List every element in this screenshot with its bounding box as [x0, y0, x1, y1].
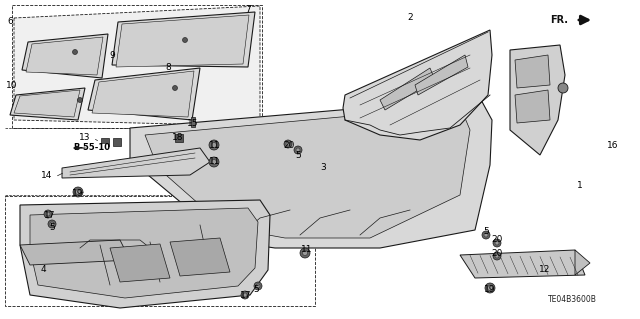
- Text: 5: 5: [483, 226, 489, 235]
- Text: 17: 17: [240, 292, 252, 300]
- Text: 11: 11: [209, 140, 221, 150]
- Circle shape: [484, 233, 488, 237]
- Polygon shape: [14, 90, 80, 117]
- Circle shape: [303, 250, 307, 256]
- Text: 13: 13: [79, 133, 91, 143]
- Polygon shape: [510, 45, 565, 155]
- Circle shape: [482, 231, 490, 239]
- Circle shape: [211, 160, 216, 165]
- Circle shape: [256, 284, 260, 288]
- Circle shape: [73, 187, 83, 197]
- Circle shape: [173, 85, 177, 91]
- Text: 11: 11: [209, 158, 221, 167]
- Polygon shape: [343, 30, 492, 140]
- Circle shape: [72, 49, 77, 55]
- Text: 18: 18: [172, 132, 184, 142]
- Circle shape: [77, 98, 83, 102]
- Circle shape: [300, 248, 310, 258]
- Text: 5: 5: [49, 224, 55, 233]
- Polygon shape: [10, 88, 85, 120]
- Polygon shape: [20, 240, 130, 265]
- Polygon shape: [116, 15, 249, 67]
- Text: 2: 2: [407, 13, 413, 23]
- Text: 4: 4: [40, 265, 46, 275]
- Circle shape: [241, 291, 249, 299]
- Circle shape: [493, 239, 501, 247]
- Bar: [5, 196, 315, 306]
- Circle shape: [488, 286, 493, 291]
- Circle shape: [294, 146, 302, 154]
- Circle shape: [495, 254, 499, 258]
- Circle shape: [254, 282, 262, 290]
- Bar: [175, 134, 183, 142]
- Text: 20: 20: [492, 235, 502, 244]
- Text: 19: 19: [484, 285, 496, 293]
- Circle shape: [211, 143, 216, 147]
- Circle shape: [296, 148, 300, 152]
- Text: B-55-10: B-55-10: [74, 144, 111, 152]
- Polygon shape: [170, 238, 230, 276]
- Polygon shape: [575, 250, 590, 275]
- Circle shape: [182, 38, 188, 42]
- Circle shape: [48, 220, 56, 228]
- Polygon shape: [26, 37, 103, 75]
- Circle shape: [284, 140, 292, 148]
- Text: 20: 20: [492, 249, 502, 257]
- Text: 1: 1: [577, 181, 583, 189]
- Circle shape: [495, 241, 499, 245]
- Polygon shape: [380, 68, 435, 110]
- Circle shape: [209, 157, 219, 167]
- Circle shape: [558, 83, 568, 93]
- Circle shape: [76, 189, 81, 195]
- Bar: [113, 138, 121, 146]
- Text: 5: 5: [295, 151, 301, 160]
- Polygon shape: [415, 55, 468, 95]
- Circle shape: [44, 210, 52, 218]
- Text: 16: 16: [607, 140, 619, 150]
- Circle shape: [493, 252, 501, 260]
- Polygon shape: [62, 148, 210, 178]
- Text: 12: 12: [540, 265, 550, 275]
- Text: 19: 19: [72, 189, 84, 197]
- Circle shape: [46, 212, 50, 216]
- Polygon shape: [112, 12, 255, 67]
- Polygon shape: [130, 98, 492, 248]
- Text: 14: 14: [42, 170, 52, 180]
- Bar: [62, 144, 108, 154]
- Circle shape: [286, 142, 290, 146]
- Polygon shape: [92, 71, 194, 117]
- Polygon shape: [110, 244, 170, 282]
- Text: 15: 15: [188, 118, 199, 128]
- Text: 3: 3: [320, 164, 326, 173]
- Bar: [12, 5, 262, 128]
- Bar: [101, 138, 109, 146]
- Polygon shape: [145, 106, 470, 238]
- Text: 8: 8: [165, 63, 171, 72]
- Circle shape: [209, 140, 219, 150]
- Text: 10: 10: [6, 80, 18, 90]
- Text: 20: 20: [284, 140, 294, 150]
- Text: 11: 11: [301, 244, 313, 254]
- Polygon shape: [88, 68, 200, 120]
- Circle shape: [485, 283, 495, 293]
- Bar: [191, 117, 195, 127]
- Polygon shape: [22, 34, 108, 78]
- Text: 5: 5: [253, 286, 259, 294]
- Polygon shape: [20, 200, 270, 308]
- Circle shape: [50, 222, 54, 226]
- Polygon shape: [515, 90, 550, 123]
- Text: TE04B3600B: TE04B3600B: [548, 295, 596, 305]
- Polygon shape: [460, 250, 585, 278]
- Text: 9: 9: [109, 50, 115, 60]
- Polygon shape: [30, 208, 258, 298]
- Polygon shape: [515, 55, 550, 88]
- Text: 7: 7: [245, 5, 251, 14]
- Polygon shape: [14, 6, 260, 126]
- Text: 6: 6: [7, 18, 13, 26]
- Text: FR.: FR.: [550, 15, 568, 25]
- Text: 17: 17: [44, 211, 56, 219]
- Circle shape: [243, 293, 247, 297]
